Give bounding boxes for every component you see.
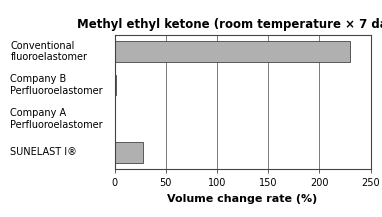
Bar bbox=[115, 75, 116, 95]
Title: Methyl ethyl ketone (room temperature × 7 days): Methyl ethyl ketone (room temperature × … bbox=[78, 18, 382, 31]
X-axis label: Volume change rate (%): Volume change rate (%) bbox=[167, 194, 318, 204]
Bar bbox=[115, 142, 143, 163]
Bar bbox=[115, 41, 350, 62]
